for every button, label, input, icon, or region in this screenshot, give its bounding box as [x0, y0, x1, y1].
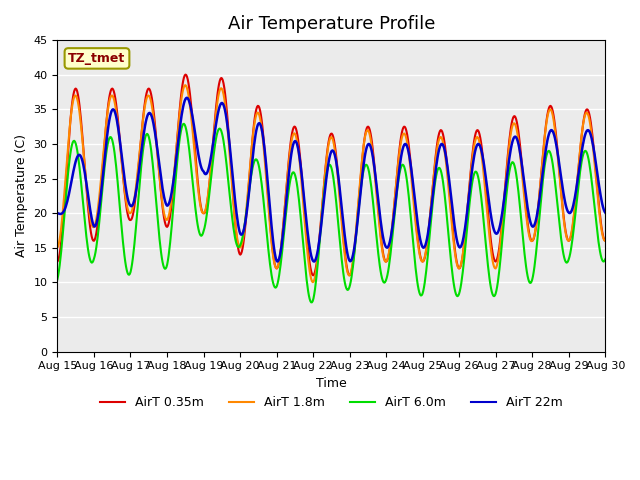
Text: TZ_tmet: TZ_tmet	[68, 52, 125, 65]
AirT 0.35m	[182, 72, 189, 77]
AirT 22m	[63, 198, 71, 204]
AirT 0.35m	[205, 184, 213, 190]
AirT 6.0m	[205, 193, 213, 199]
AirT 0.35m	[63, 158, 71, 164]
AirT 0.35m	[602, 238, 609, 244]
AirT 0.35m	[120, 180, 127, 186]
AirT 6.0m	[602, 256, 609, 262]
AirT 6.0m	[63, 178, 71, 184]
AirT 1.8m	[399, 131, 407, 137]
AirT 22m	[54, 210, 61, 216]
AirT 6.0m	[180, 121, 188, 127]
AirT 6.0m	[120, 246, 127, 252]
Y-axis label: Air Temperature (C): Air Temperature (C)	[15, 134, 28, 257]
AirT 22m	[205, 164, 213, 170]
AirT 1.8m	[54, 245, 61, 251]
AirT 6.0m	[54, 276, 61, 282]
AirT 0.35m	[399, 125, 407, 131]
Line: AirT 1.8m: AirT 1.8m	[58, 85, 605, 282]
AirT 22m	[415, 232, 423, 238]
AirT 22m	[120, 169, 127, 175]
AirT 0.35m	[310, 273, 317, 278]
AirT 6.0m	[307, 300, 315, 305]
AirT 1.8m	[175, 114, 183, 120]
AirT 22m	[399, 144, 407, 150]
AirT 1.8m	[415, 251, 423, 256]
AirT 0.35m	[175, 110, 183, 116]
AirT 6.0m	[415, 290, 423, 296]
AirT 22m	[183, 95, 191, 101]
Legend: AirT 0.35m, AirT 1.8m, AirT 6.0m, AirT 22m: AirT 0.35m, AirT 1.8m, AirT 6.0m, AirT 2…	[95, 391, 568, 414]
AirT 0.35m	[415, 248, 423, 254]
AirT 1.8m	[120, 180, 127, 185]
Line: AirT 6.0m: AirT 6.0m	[58, 124, 605, 302]
AirT 6.0m	[175, 139, 183, 144]
AirT 1.8m	[63, 153, 71, 158]
AirT 1.8m	[182, 83, 189, 88]
AirT 1.8m	[309, 279, 317, 285]
AirT 22m	[175, 129, 183, 135]
AirT 1.8m	[602, 238, 609, 244]
AirT 22m	[602, 210, 609, 216]
Line: AirT 22m: AirT 22m	[58, 98, 605, 262]
Title: Air Temperature Profile: Air Temperature Profile	[228, 15, 435, 33]
AirT 6.0m	[399, 162, 407, 168]
X-axis label: Time: Time	[316, 377, 347, 390]
AirT 0.35m	[54, 259, 61, 264]
AirT 1.8m	[205, 183, 213, 189]
Line: AirT 0.35m: AirT 0.35m	[58, 74, 605, 276]
AirT 22m	[274, 259, 282, 264]
